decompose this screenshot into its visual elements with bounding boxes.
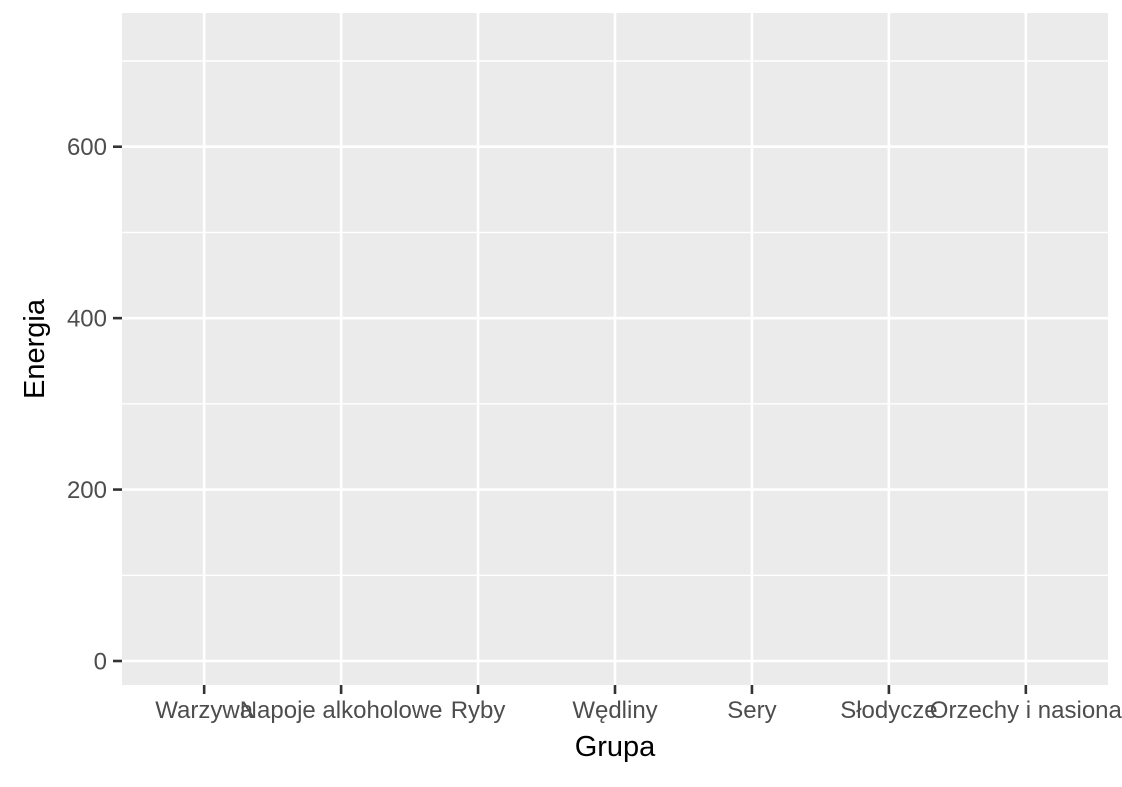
y-tick-label: 200 xyxy=(67,477,107,504)
major-gridlines xyxy=(122,13,1108,685)
x-tick-label: Warzywa xyxy=(155,697,253,724)
y-axis-title: Energia xyxy=(19,298,51,399)
y-tick-label: 400 xyxy=(67,306,107,333)
x-tick-label: Wędliny xyxy=(572,697,657,724)
y-axis-ticks: 0 200 400 600 xyxy=(67,134,122,676)
x-tick-label: Sery xyxy=(727,697,776,724)
x-tick-label: Napoje alkoholowe xyxy=(240,697,443,724)
y-tick-label: 600 xyxy=(67,134,107,161)
x-tick-label: Orzechy i nasiona xyxy=(930,697,1122,724)
x-axis-title: Grupa xyxy=(575,731,656,763)
x-tick-label: Słodycze xyxy=(840,697,937,724)
x-tick-label: Ryby xyxy=(451,697,506,724)
y-tick-label: 0 xyxy=(94,649,107,676)
